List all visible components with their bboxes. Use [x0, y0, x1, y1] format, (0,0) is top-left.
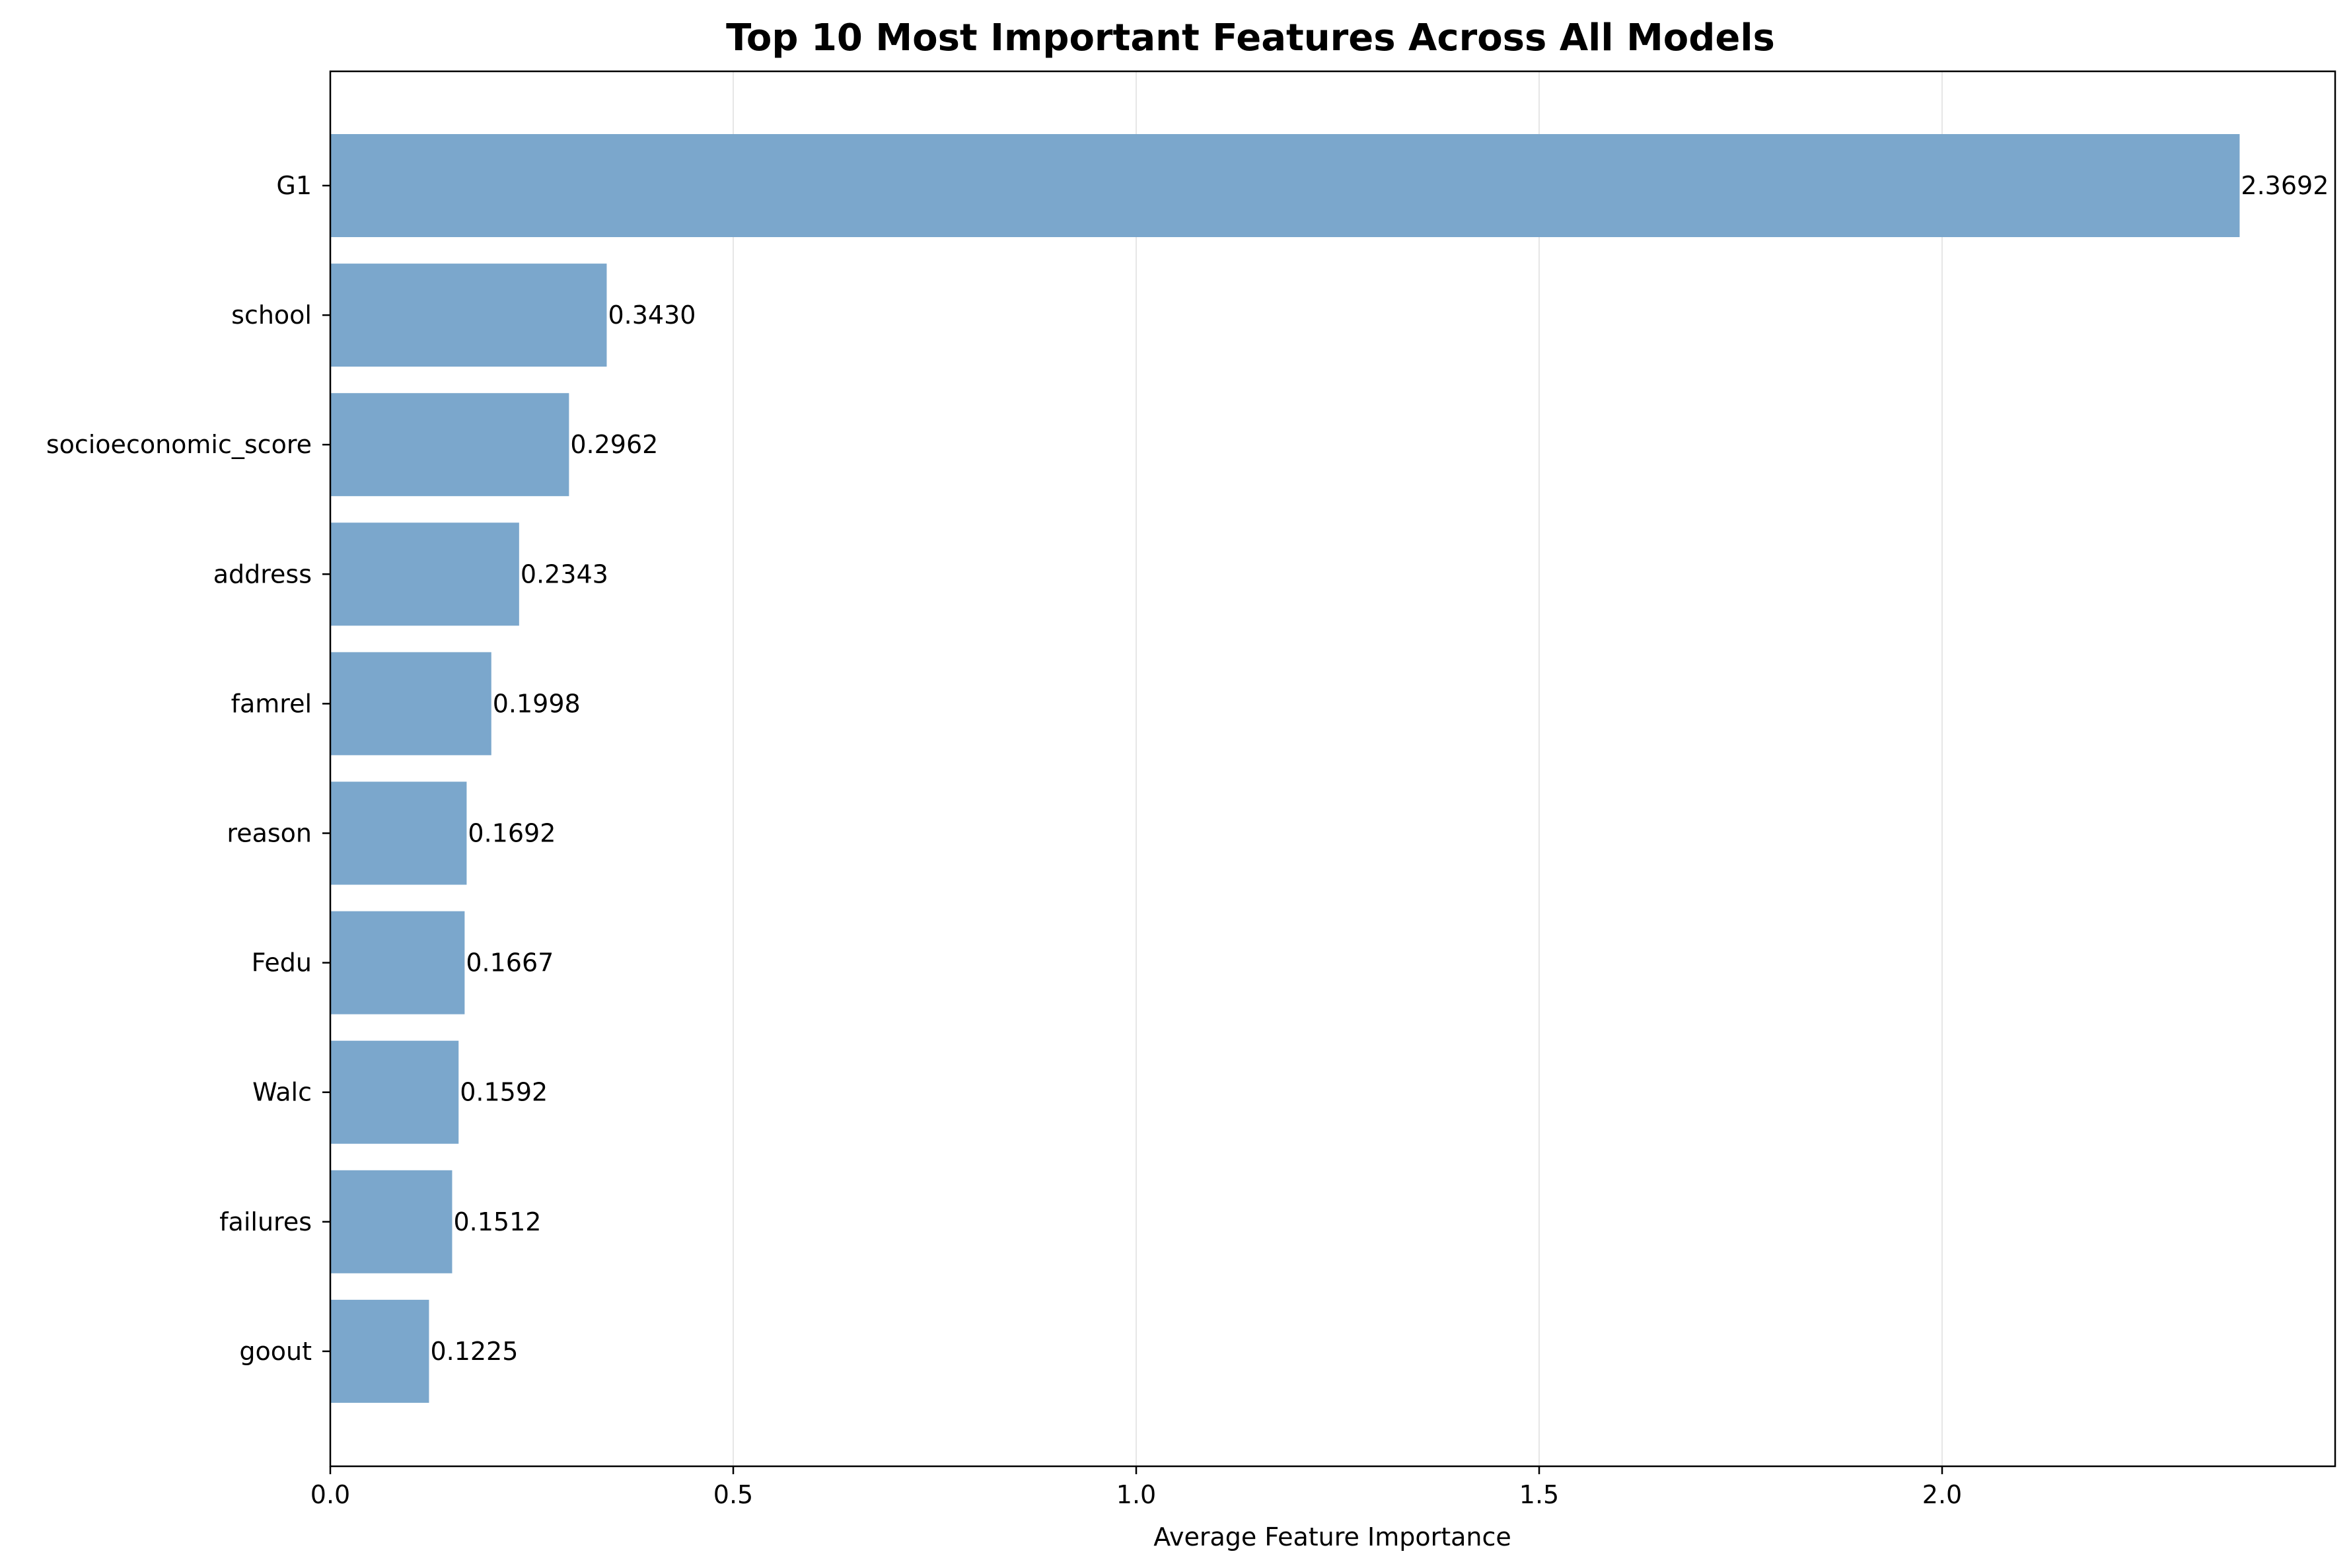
y-tick-label: G1	[276, 171, 312, 200]
y-tick-label: failures	[219, 1207, 312, 1236]
y-tick-label: address	[213, 559, 312, 588]
data-labels: 2.3692 0.3430 0.2962 0.2343 0.1998 0.1692 0.16…	[430, 171, 2329, 1366]
plot-frame	[329, 70, 2336, 1468]
x-tick-label: 1.5	[1519, 1480, 1559, 1509]
x-tick-label: 0.5	[713, 1480, 753, 1509]
x-axis-label: Average Feature Importance	[1153, 1522, 1511, 1551]
data-label: 0.1692	[468, 819, 556, 848]
data-label: 0.2343	[521, 559, 608, 588]
bar-reason	[330, 781, 467, 885]
data-label: 0.1667	[466, 948, 554, 978]
bar-walc	[330, 1040, 459, 1144]
x-tick-label: 2.0	[1922, 1480, 1962, 1509]
y-tick-label: Walc	[252, 1078, 312, 1107]
y-tick-label: socioeconomic_score	[46, 430, 312, 459]
x-tick-label: 0.0	[310, 1480, 350, 1509]
y-tick-label: goout	[239, 1337, 312, 1366]
chart-title: Top 10 Most Important Features Across Al…	[726, 17, 1775, 59]
bar-school	[330, 264, 607, 367]
y-tick-label: famrel	[231, 689, 312, 718]
bar-socioeconomic-score	[330, 393, 569, 497]
data-label: 2.3692	[2241, 171, 2329, 200]
data-label: 0.2962	[570, 430, 658, 459]
bar-address	[330, 522, 519, 626]
bar-failures	[330, 1170, 452, 1273]
bar-goout	[330, 1299, 429, 1403]
bars	[330, 134, 2240, 1403]
data-label: 0.1592	[460, 1078, 548, 1107]
bar-fedu	[330, 911, 465, 1015]
data-label: 0.3430	[608, 301, 696, 330]
axes	[322, 70, 2336, 1474]
x-tick-labels: 0.0 0.5 1.0 1.5 2.0	[310, 1480, 1962, 1509]
y-tick-label: Fedu	[252, 948, 312, 978]
data-label: 0.1512	[453, 1207, 541, 1236]
y-tick-label: reason	[227, 819, 312, 848]
data-label: 0.1225	[430, 1337, 518, 1366]
bar-g1	[330, 134, 2240, 237]
y-tick-label: school	[231, 301, 312, 330]
data-label: 0.1998	[493, 689, 581, 718]
bar-famrel	[330, 652, 491, 756]
x-tick-label: 1.0	[1116, 1480, 1156, 1509]
